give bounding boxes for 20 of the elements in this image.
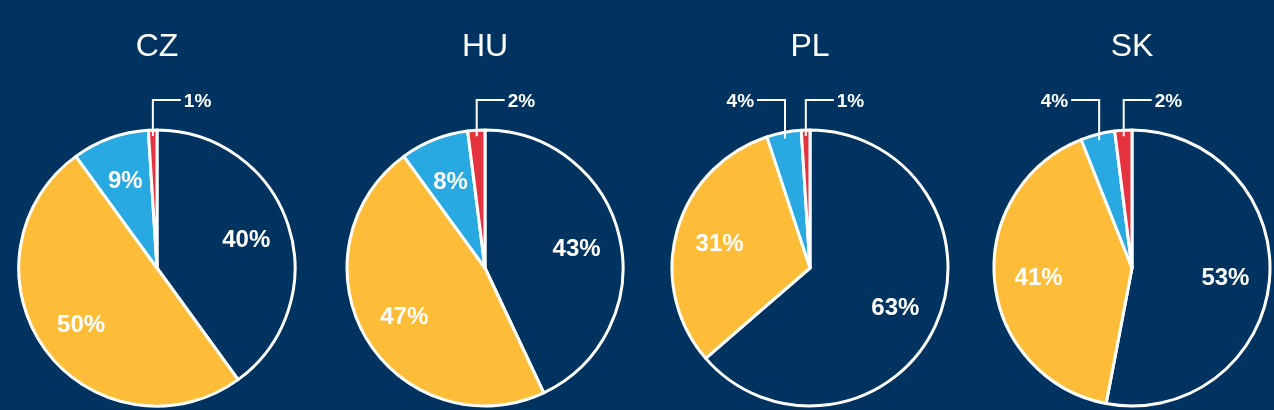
chart-title: SK xyxy=(1110,27,1154,63)
data-label: 2% xyxy=(1154,89,1183,111)
data-label: 43% xyxy=(552,233,601,261)
data-label: 63% xyxy=(871,293,920,321)
data-label: 31% xyxy=(695,229,744,257)
data-label: 2% xyxy=(507,89,536,111)
data-label: 4% xyxy=(726,89,755,111)
data-label: 40% xyxy=(222,225,271,253)
chart-title: PL xyxy=(790,27,830,63)
chart-title: HU xyxy=(461,27,509,63)
data-label: 47% xyxy=(380,302,429,330)
data-label: 41% xyxy=(1014,263,1063,291)
data-label: 50% xyxy=(57,309,106,337)
data-label: 9% xyxy=(107,166,143,194)
data-label: 1% xyxy=(836,89,865,111)
chart-title: CZ xyxy=(135,27,179,63)
data-label: 4% xyxy=(1040,89,1069,111)
data-label: 53% xyxy=(1201,263,1250,291)
data-label: 8% xyxy=(433,167,468,195)
data-label: 1% xyxy=(183,89,212,111)
